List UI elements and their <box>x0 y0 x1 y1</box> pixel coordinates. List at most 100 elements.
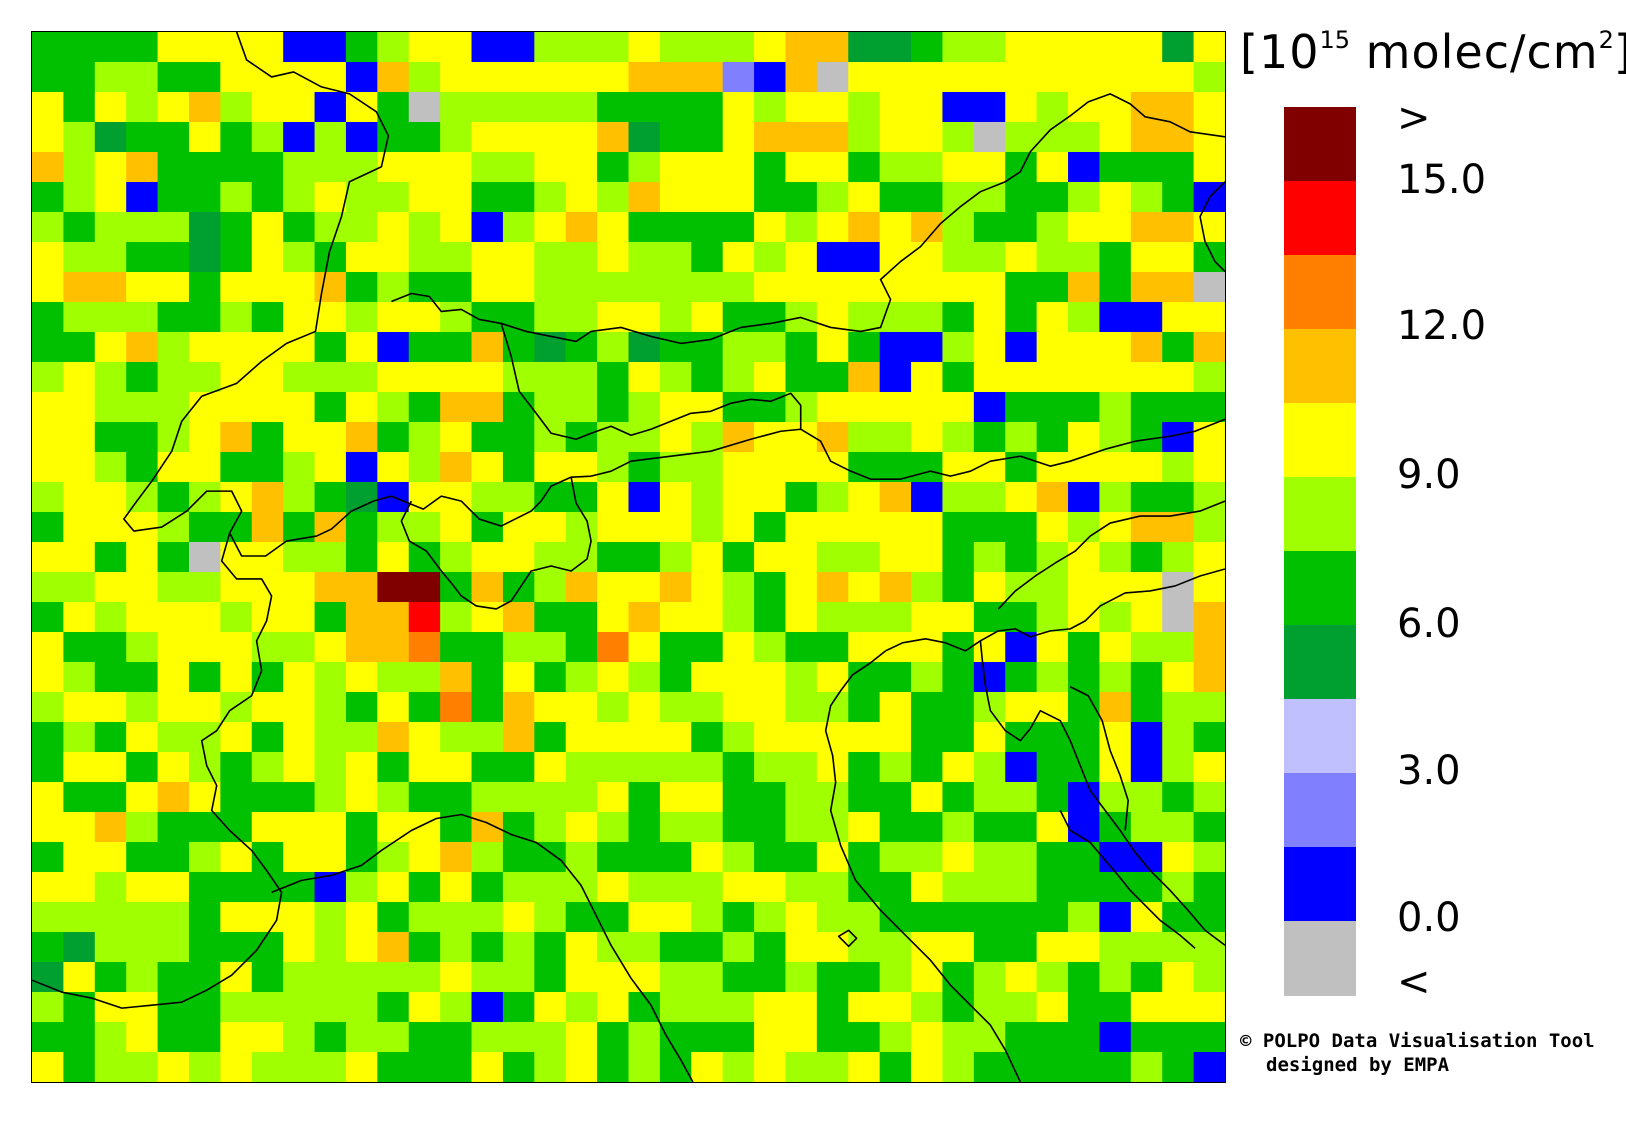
grid-cell <box>1068 301 1101 333</box>
grid-cell <box>816 392 849 423</box>
grid-cell <box>471 331 504 363</box>
grid-cell <box>32 421 64 453</box>
grid-cell <box>314 452 347 483</box>
grid-cell <box>126 902 159 933</box>
grid-cell <box>911 1051 944 1082</box>
grid-cell <box>1005 692 1038 723</box>
grid-cell <box>628 121 661 153</box>
grid-cell <box>659 301 692 333</box>
grid-cell <box>911 331 944 363</box>
grid-cell <box>785 902 818 933</box>
grid-cell <box>283 421 316 453</box>
scale-label-0: 0.0 <box>1397 895 1461 941</box>
grid-cell <box>126 662 159 693</box>
grid-cell <box>691 692 724 723</box>
grid-cell <box>63 812 96 843</box>
grid-cell <box>345 782 378 813</box>
grid-cell <box>534 872 567 903</box>
grid-cell <box>1099 1051 1132 1082</box>
grid-cell <box>1005 902 1038 933</box>
grid-cell <box>1005 602 1038 633</box>
grid-cell <box>722 572 755 603</box>
grid-cell <box>628 62 661 93</box>
grid-cell <box>942 62 975 93</box>
grid-cell <box>377 182 410 213</box>
grid-cell <box>314 541 347 573</box>
grid-cell <box>63 992 96 1023</box>
grid-cell <box>691 62 724 93</box>
grid-cell <box>188 721 221 753</box>
grid-cell <box>157 841 190 873</box>
grid-cell <box>879 902 912 933</box>
grid-cell <box>440 931 473 963</box>
grid-cell <box>973 931 1006 963</box>
grid-cell <box>691 121 724 153</box>
grid-cell <box>94 272 127 303</box>
grid-cell <box>1068 211 1101 243</box>
grid-cell <box>1193 692 1225 723</box>
grid-cell <box>785 931 818 963</box>
grid-cell <box>220 152 253 183</box>
grid-cell <box>440 182 473 213</box>
grid-cell <box>251 1022 284 1053</box>
grid-cell <box>1005 482 1038 513</box>
grid-cell <box>440 331 473 363</box>
grid-cell <box>220 782 253 813</box>
grid-cell <box>911 362 944 393</box>
grid-cell <box>1036 872 1069 903</box>
grid-cell <box>94 1022 127 1053</box>
grid-cell <box>534 1022 567 1053</box>
grid-cell <box>691 452 724 483</box>
grid-cell <box>848 602 881 633</box>
grid-cell <box>502 242 535 273</box>
grid-cell <box>157 902 190 933</box>
grid-cell <box>597 331 630 363</box>
grid-cell <box>565 662 598 693</box>
grid-cell <box>94 782 127 813</box>
grid-cell <box>188 421 221 453</box>
grid-cell <box>32 961 64 993</box>
grid-cell <box>440 362 473 393</box>
grid-cell <box>157 662 190 693</box>
grid-cell <box>1130 541 1163 573</box>
grid-cell <box>32 631 64 663</box>
grid-cell <box>1005 1051 1038 1082</box>
grid-cell <box>1162 482 1195 513</box>
grid-cell <box>691 1051 724 1082</box>
grid-cell <box>1130 32 1163 63</box>
grid-cell <box>63 392 96 423</box>
grid-cell <box>785 572 818 603</box>
grid-cell <box>816 841 849 873</box>
grid-cell <box>94 91 127 123</box>
grid-cell <box>157 32 190 63</box>
grid-cell <box>377 721 410 753</box>
grid-cell <box>942 242 975 273</box>
grid-cell <box>911 631 944 663</box>
grid-cell <box>314 421 347 453</box>
grid-cell <box>408 301 441 333</box>
grid-cell <box>973 992 1006 1023</box>
grid-cell <box>94 751 127 783</box>
grid-cell <box>345 572 378 603</box>
grid-cell <box>911 841 944 873</box>
grid-cell <box>911 242 944 273</box>
grid-cell <box>1068 62 1101 93</box>
grid-cell <box>377 211 410 243</box>
grid-cell <box>32 301 64 333</box>
grid-cell <box>251 301 284 333</box>
grid-cell <box>722 841 755 873</box>
grid-cell <box>471 452 504 483</box>
grid-cell <box>754 272 787 303</box>
grid-cell <box>377 902 410 933</box>
grid-cell <box>408 32 441 63</box>
grid-cell <box>345 301 378 333</box>
grid-cell <box>1005 182 1038 213</box>
grid-cell <box>440 301 473 333</box>
grid-cell <box>879 211 912 243</box>
grid-cell <box>942 602 975 633</box>
grid-cell <box>1099 392 1132 423</box>
grid-cell <box>1193 91 1225 123</box>
grid-cell <box>32 872 64 903</box>
grid-cell <box>440 751 473 783</box>
grid-cell <box>283 812 316 843</box>
